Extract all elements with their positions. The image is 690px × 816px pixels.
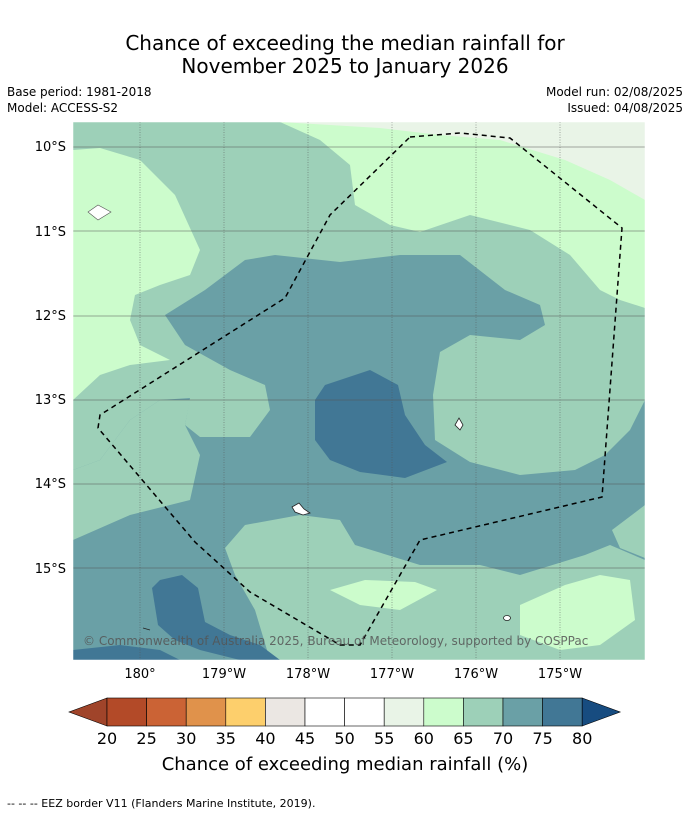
- colorbar-tick-label: 70: [493, 729, 513, 748]
- colorbar-segment: [225, 697, 266, 727]
- map-title-line1: Chance of exceeding the median rainfall …: [125, 31, 565, 55]
- colorbar-tick-label: 45: [295, 729, 315, 748]
- map-frame: [72, 121, 646, 661]
- colorbar-segment: [304, 697, 345, 727]
- issued-date: Issued: 04/08/2025: [567, 101, 683, 115]
- band-60-65-northeast: [280, 122, 645, 308]
- lon-gridlines: [139, 122, 561, 660]
- colorbar-tick-label: 65: [453, 729, 473, 748]
- island-south-east: [503, 615, 511, 621]
- colorbar-label: Chance of exceeding median rainfall (%): [162, 754, 529, 775]
- colorbar-segment: [185, 697, 227, 727]
- island-south-west: [142, 627, 151, 631]
- lon-label: 176°W: [454, 667, 498, 682]
- band-60-65-southeast: [520, 575, 635, 650]
- colorbar-tick-label: 25: [136, 729, 156, 748]
- colorbar-segment: [502, 697, 543, 727]
- colorbar-tick-label: 35: [216, 729, 236, 748]
- colorbar-tick-label: 55: [374, 729, 394, 748]
- lat-label: 15°S: [35, 562, 66, 577]
- colorbar-segment: [383, 697, 425, 727]
- band-65-70-southwest: [73, 400, 200, 540]
- map-figure: © Commonwealth of Australia 2025, Bureau…: [35, 121, 646, 775]
- lat-label: 14°S: [35, 477, 66, 492]
- band-60-65-south-small: [330, 580, 437, 610]
- lon-label: 178°W: [286, 667, 330, 682]
- colorbar-tick-label: 75: [532, 729, 552, 748]
- lat-label: 13°S: [35, 393, 66, 408]
- colorbar-tick-label: 60: [414, 729, 434, 748]
- colorbar-tick-label: 30: [176, 729, 196, 748]
- colorbar-segment: [463, 697, 504, 727]
- eez-border: [97, 132, 623, 646]
- eez-legend-text: -- -- -- EEZ border V11 (Flanders Marine…: [7, 797, 316, 810]
- colorbar-extend-low: [68, 697, 108, 727]
- lat-label: 11°S: [35, 225, 66, 240]
- band-75-80-bottom-left: [73, 645, 180, 660]
- lon-label: 177°W: [370, 667, 414, 682]
- colorbar-segment: [542, 697, 583, 727]
- island-north-west: [87, 204, 112, 221]
- colorbar: 20 25 30 35 40 45 50 55 60 65 70 75 80: [68, 697, 622, 748]
- lon-labels: 180° 179°W 178°W 177°W 176°W 175°W: [124, 667, 582, 682]
- lat-gridlines: [73, 146, 645, 569]
- band-75-80-core: [315, 370, 447, 478]
- colorbar-extend-high: [581, 697, 622, 727]
- band-55-60-northeast: [280, 122, 645, 200]
- colorbar-tick-label: 20: [97, 729, 117, 748]
- colorbar-tick-label: 40: [255, 729, 275, 748]
- colorbar-segment: [106, 697, 147, 727]
- colorbar-segment: [265, 697, 306, 727]
- lon-label: 180°: [124, 667, 155, 682]
- colorbar-segment: [344, 697, 385, 727]
- map-title-line2: November 2025 to January 2026: [181, 54, 509, 78]
- lon-label: 175°W: [538, 667, 582, 682]
- copyright-notice: © Commonwealth of Australia 2025, Bureau…: [83, 634, 588, 648]
- island-middle: [291, 502, 311, 516]
- lon-label: 179°W: [202, 667, 246, 682]
- band-75-80-southwest: [152, 575, 280, 660]
- colorbar-tick-label: 50: [334, 729, 354, 748]
- lat-label: 12°S: [35, 309, 66, 324]
- colorbar-segment: [146, 697, 187, 727]
- lat-labels: 10°S 11°S 12°S 13°S 14°S 15°S: [35, 140, 66, 577]
- model-run-date: Model run: 02/08/2025: [545, 85, 683, 99]
- rainfall-probability-map: © Commonwealth of Australia 2025, Bureau…: [73, 122, 645, 660]
- island-east: [454, 417, 464, 431]
- base-period: Base period: 1981-2018: [7, 85, 152, 99]
- lat-label: 10°S: [35, 140, 66, 155]
- band-65-70-east: [612, 505, 645, 558]
- model-name: Model: ACCESS-S2: [7, 101, 119, 115]
- colorbar-segment: [423, 697, 464, 727]
- colorbar-tick-label: 80: [572, 729, 592, 748]
